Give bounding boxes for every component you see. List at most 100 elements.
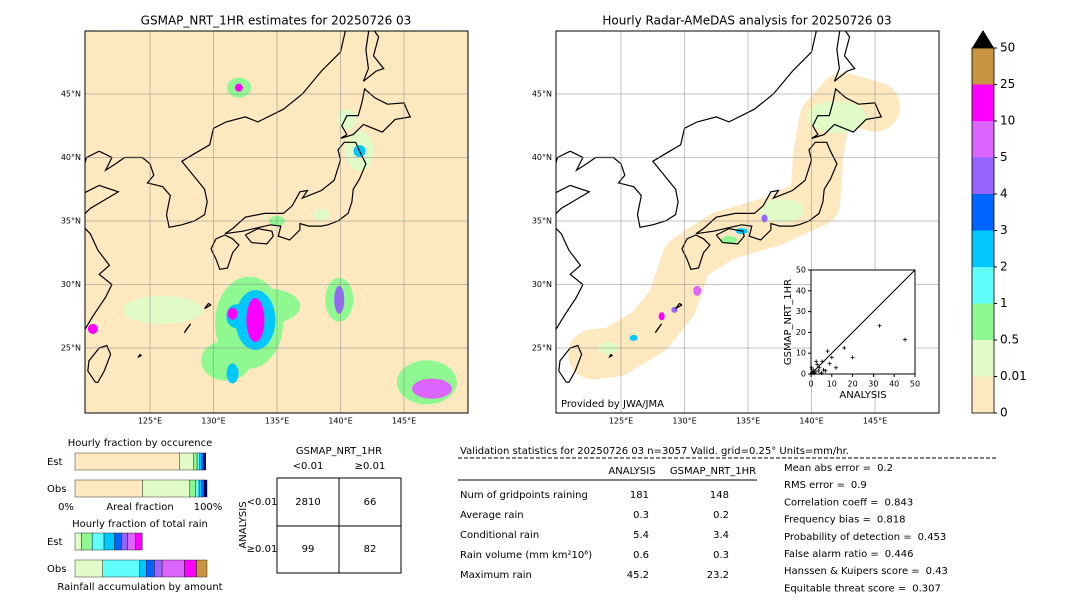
fraction-segment bbox=[127, 532, 136, 551]
score: Hanssen & Kuipers score = 0.43 bbox=[784, 566, 948, 577]
row-label: Obs bbox=[47, 564, 66, 575]
row-label: ≥0.01 bbox=[247, 544, 278, 555]
rain-area bbox=[227, 307, 238, 320]
score: Equitable threat score = 0.307 bbox=[784, 583, 941, 594]
coastline bbox=[244, 227, 274, 245]
lat-label: 35°N bbox=[61, 217, 81, 226]
map bbox=[85, 31, 468, 413]
y-tick-label: 30 bbox=[796, 307, 806, 316]
lon-label: 125°E bbox=[138, 417, 162, 426]
scatter-point bbox=[821, 367, 826, 372]
rain-area bbox=[334, 285, 345, 314]
fraction-segment bbox=[114, 532, 122, 551]
colorbar-segment bbox=[972, 267, 994, 304]
rain-area bbox=[693, 285, 702, 296]
score-label: RMS error = bbox=[784, 480, 845, 491]
x-tick-label: 20 bbox=[848, 380, 858, 389]
score-label: Probability of detection = bbox=[784, 532, 912, 543]
coastline bbox=[362, 31, 385, 82]
fraction-segment bbox=[81, 532, 93, 551]
colorbar-segment bbox=[972, 84, 994, 121]
fraction-segment bbox=[196, 452, 200, 471]
fraction-segment bbox=[74, 559, 103, 578]
lon-label: 135°E bbox=[736, 417, 760, 426]
score-value: 0.307 bbox=[912, 583, 941, 594]
fraction-segment bbox=[102, 559, 140, 578]
table-cell: 66 bbox=[364, 497, 377, 508]
colorbar-segment bbox=[972, 340, 994, 377]
fraction-segment bbox=[203, 452, 206, 471]
score: False alarm ratio = 0.446 bbox=[784, 549, 913, 560]
score: Correlation coeff = 0.843 bbox=[784, 497, 913, 508]
lat-label: 35°N bbox=[532, 217, 552, 226]
coastline bbox=[715, 227, 745, 245]
colorbar-label: 4 bbox=[1000, 187, 1008, 201]
scatter-point bbox=[827, 361, 832, 366]
column-head: ANALYSIS bbox=[608, 466, 655, 477]
colorbar-segment bbox=[972, 303, 994, 340]
fraction-segment bbox=[195, 479, 200, 498]
credit: Provided by JWA/JMA bbox=[561, 399, 664, 410]
coastline bbox=[811, 87, 883, 139]
stat-label: Conditional rain bbox=[460, 530, 539, 541]
axis-label: 100% bbox=[194, 502, 223, 513]
fraction-segment bbox=[179, 452, 194, 471]
fraction-segment bbox=[146, 559, 155, 578]
colorbar-segment bbox=[972, 194, 994, 231]
stat-value: 0.2 bbox=[713, 510, 729, 521]
fraction-segment bbox=[161, 559, 185, 578]
rain-area bbox=[313, 208, 330, 221]
coastline bbox=[608, 353, 614, 359]
colorbar-label: 50 bbox=[1000, 41, 1015, 55]
stats-header: Validation statistics for 20250726 03 n=… bbox=[460, 446, 849, 457]
colorbar-extend bbox=[972, 30, 994, 48]
rain-area bbox=[122, 295, 203, 324]
fraction-segment bbox=[91, 532, 105, 551]
table-cell: 99 bbox=[302, 544, 315, 555]
coastline bbox=[558, 344, 583, 383]
row-label: <0.01 bbox=[247, 497, 278, 508]
x-axis-label: ANALYSIS bbox=[839, 390, 886, 401]
lon-label: 145°E bbox=[392, 417, 416, 426]
rain-area bbox=[720, 236, 737, 245]
fraction-segment bbox=[198, 479, 202, 498]
score-label: Correlation coeff = bbox=[784, 497, 879, 508]
lat-label: 25°N bbox=[61, 344, 81, 353]
lat-label: 30°N bbox=[532, 280, 552, 289]
score-label: Mean abs error = bbox=[784, 463, 871, 474]
panel-title: Hourly fraction by occurence bbox=[68, 438, 212, 449]
colorbar-label: 2 bbox=[1000, 260, 1008, 274]
fraction-segment bbox=[120, 532, 128, 551]
y-tick-label: 0 bbox=[801, 370, 806, 379]
x-tick-label: 40 bbox=[889, 380, 899, 389]
x-tick-label: 30 bbox=[868, 380, 878, 389]
scatter-point bbox=[811, 369, 816, 374]
rain-area bbox=[760, 198, 805, 223]
rain-area bbox=[226, 363, 239, 384]
fraction-segment bbox=[184, 559, 197, 578]
stat-label: Num of gridpoints raining bbox=[460, 490, 588, 501]
rain-area bbox=[246, 298, 265, 343]
stat-value: 0.3 bbox=[633, 510, 649, 521]
row-label: Obs bbox=[47, 484, 66, 495]
fraction-segment bbox=[135, 532, 143, 551]
score: RMS error = 0.9 bbox=[784, 480, 867, 491]
panel-title: Hourly fraction of total rain bbox=[72, 519, 208, 530]
rain-area bbox=[658, 312, 665, 321]
axis-label: Areal fraction bbox=[106, 502, 173, 513]
scatter-point bbox=[842, 346, 847, 350]
coastline bbox=[654, 323, 663, 334]
coastline bbox=[675, 302, 683, 310]
score-value: 0.43 bbox=[926, 566, 948, 577]
fraction-segment bbox=[74, 479, 143, 498]
scatter-point bbox=[815, 362, 820, 367]
scatter-point bbox=[814, 359, 819, 364]
scatter-point bbox=[825, 349, 830, 354]
lon-label: 140°E bbox=[799, 417, 823, 426]
score-value: 0.446 bbox=[885, 549, 914, 560]
scatter-point bbox=[903, 337, 908, 342]
scatter-point bbox=[829, 355, 834, 360]
table-cell: 2810 bbox=[295, 497, 320, 508]
map-title: Hourly Radar-AMeDAS analysis for 2025072… bbox=[602, 14, 891, 28]
